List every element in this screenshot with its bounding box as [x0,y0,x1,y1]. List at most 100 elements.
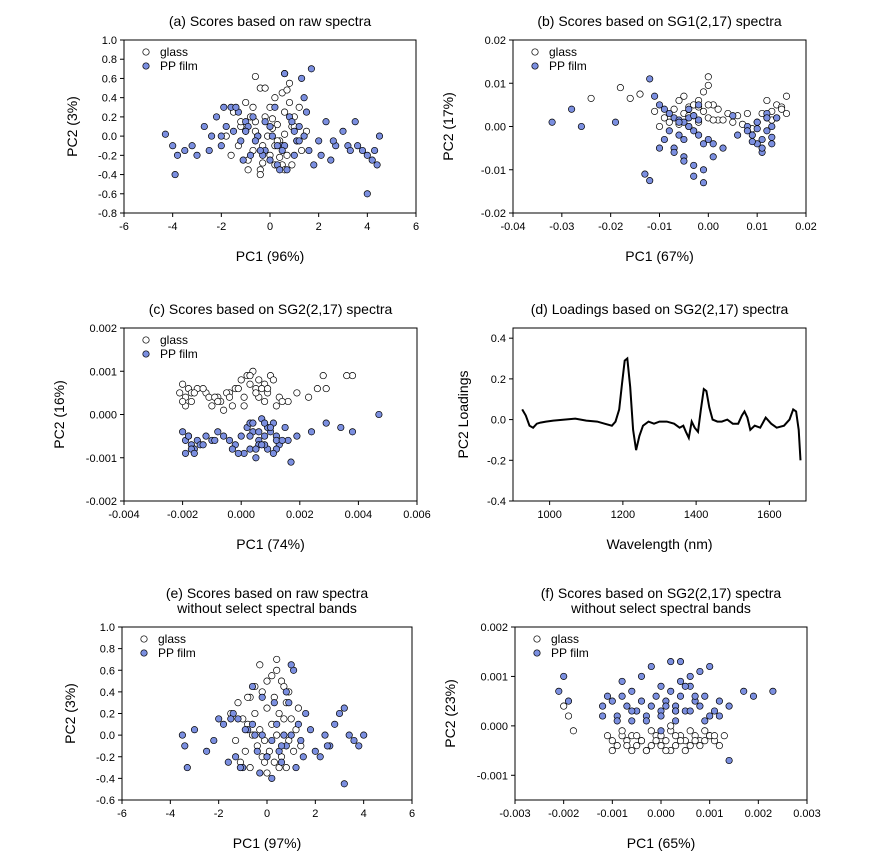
pp-film-point [256,769,264,777]
x-tick-label: 1000 [537,509,561,521]
pp-film-point [696,702,704,710]
glass-point [313,385,321,393]
pp-film-point [564,697,573,705]
glass-point [285,98,294,107]
x-axis-label: PC1 (65%) [627,835,695,851]
glass-point [261,84,269,92]
pp-film-point [603,692,612,700]
glass-point [227,151,235,159]
glass-point [225,393,234,401]
glass-point [778,105,786,113]
glass-point [652,737,660,745]
glass-point [278,397,286,406]
glass-point [263,704,271,712]
glass-point [246,380,254,388]
glass-point [667,722,675,730]
pp-film-point [329,137,337,145]
pp-film-point [681,682,689,690]
pp-film-point [205,146,213,155]
glass-point [699,88,708,96]
pp-film-point [287,731,295,739]
pp-film-point [753,125,761,133]
glass-point [704,81,712,89]
pp-film-point [339,127,347,135]
pp-film-point [287,458,295,466]
y-tick-label: 0.00 [485,122,506,134]
y-tick-label: 0.8 [100,644,115,656]
y-tick-label: 0.8 [102,54,117,66]
glass-point [672,732,680,740]
x-tick-label: 0.001 [696,808,724,820]
glass-point [704,73,712,81]
glass-point [618,727,626,735]
legend-pp-marker [140,649,148,657]
pp-film-point [345,731,353,739]
y-tick-label: 0.4 [491,333,506,345]
pp-film-point [251,137,259,145]
pp-film-point [276,166,284,174]
pp-film-point [655,101,664,109]
pp-film-point [743,127,751,135]
glass-point [179,397,187,406]
glass-point [281,130,289,138]
x-axis-label: PC1 (74%) [236,536,304,552]
pp-film-point [261,118,269,126]
glass-point [283,151,291,159]
y-tick-label: 0.4 [100,687,115,699]
x-tick-label: 0.00 [698,221,719,233]
pp-film-point [363,190,371,198]
x-tick-label: -6 [119,221,129,233]
pp-film-point [266,122,274,131]
pp-film-point [190,449,198,457]
plot-area [176,367,383,466]
glass-point [268,115,276,123]
y-axis-label: PC2 Loadings [455,371,471,459]
pp-film-point [685,105,693,113]
x-tick-label: -0.04 [500,221,525,233]
legend-glass-label: glass [549,45,577,59]
pp-film-point [340,704,348,712]
x-tick-label: 2 [312,808,318,820]
pp-film-point [220,432,228,440]
glass-point [255,376,263,384]
pp-film-point [199,441,207,449]
pp-film-point [234,449,242,457]
y-tick-label: 0.2 [102,112,117,124]
glass-point [704,101,712,109]
pp-film-point [217,142,225,150]
pp-film-point [715,712,723,720]
pp-film-point [246,445,254,453]
pp-film-point [281,70,289,78]
pp-film-point [680,135,688,144]
pp-film-point [228,445,236,453]
glass-point [261,397,269,406]
pp-film-point [202,432,210,440]
pp-film-point [628,687,636,695]
pp-film-point [290,151,298,159]
pp-film-point [246,432,254,440]
glass-point [651,107,659,115]
pp-film-point [691,692,699,700]
x-tick-label: -0.002 [167,509,198,521]
glass-point [657,742,665,750]
glass-point [710,732,719,740]
pp-film-point [178,731,186,739]
pp-film-point [297,736,305,745]
pp-film-point [306,726,315,734]
pp-film-point [256,146,264,155]
x-tick-label: 0.000 [647,808,675,820]
glass-point [662,747,670,755]
glass-point [283,86,291,94]
glass-point [701,727,709,735]
glass-point [208,402,216,410]
pp-film-point [651,92,659,100]
y-tick-label: 0.002 [89,323,117,335]
glass-point [665,118,673,126]
x-axis-label: PC1 (67%) [625,248,693,264]
plot-area [521,356,802,461]
glass-point [252,389,260,397]
pp-film-point [680,157,688,165]
glass-point [616,84,624,92]
pp-film-point [217,132,225,140]
pp-film-point [695,131,703,139]
